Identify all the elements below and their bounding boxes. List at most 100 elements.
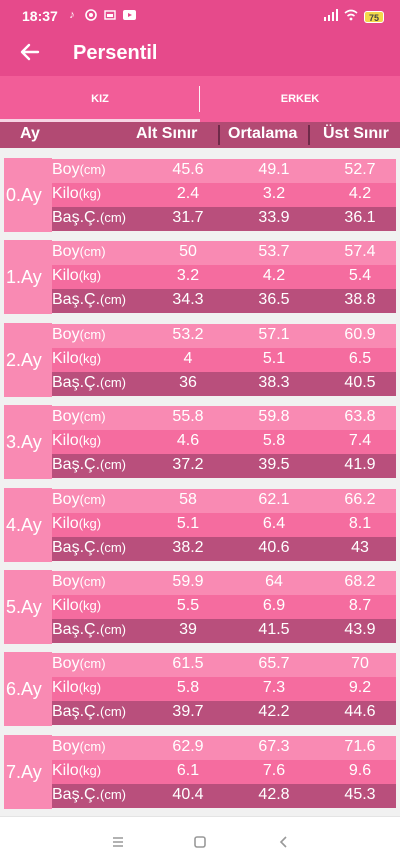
value-upper: 71.6	[344, 737, 376, 755]
value-upper: 44.6	[344, 703, 376, 721]
measure-unit: (cm)	[100, 374, 127, 390]
measure-name: Boy	[52, 737, 80, 755]
measure-row-head: Baş.Ç.(cm) 36 38.3 40.5	[52, 371, 396, 396]
header-separator	[218, 125, 220, 145]
status-right: 75	[323, 8, 384, 26]
measure-name: Kilo	[52, 267, 79, 285]
value-upper: 6.5	[348, 349, 372, 367]
home-icon[interactable]	[189, 831, 211, 853]
value-upper: 63.8	[344, 408, 376, 426]
measure-name: Kilo	[52, 514, 79, 532]
wifi-icon	[344, 8, 358, 26]
tab-female[interactable]: KIZ	[91, 93, 109, 105]
month-block: 6.Ay Boy(cm) 61.5 65.7 70 Kilo(kg) 5.8 7.3 9.2 Ba…	[4, 652, 396, 727]
header-upper: Üst Sınır	[323, 125, 389, 142]
measure-unit: (cm)	[100, 457, 127, 473]
value-average: 67.3	[258, 737, 290, 755]
measure-row-weight: Kilo(kg) 2.4 3.2 4.2	[52, 183, 396, 207]
month-cell: 1.Ay	[4, 240, 52, 315]
measure-row-height: Boy(cm) 50 53.7 57.4	[52, 241, 396, 266]
value-average: 6.4	[262, 514, 286, 532]
measure-unit: (cm)	[100, 622, 127, 637]
month-block: 3.Ay Boy(cm) 55.8 59.8 63.8 Kilo(kg) 4.6 5.8 7.4…	[4, 405, 396, 480]
value-lower: 2.4	[176, 185, 200, 202]
value-lower: 39.7	[172, 703, 204, 721]
value-upper: 45.3	[344, 785, 376, 803]
measure-label: Baş.Ç.(cm)	[52, 786, 126, 804]
measure-row-height: Boy(cm) 61.5 65.7 70	[52, 653, 396, 678]
back-arrow-icon[interactable]	[18, 40, 42, 64]
value-lower: 53.2	[172, 325, 204, 343]
measure-name: Baş.Ç.	[52, 373, 101, 391]
measure-name: Kilo	[52, 597, 79, 614]
measure-label: Kilo(kg)	[52, 515, 101, 533]
value-lower: 4.6	[176, 432, 200, 450]
value-lower: 4	[183, 349, 193, 367]
tab-male[interactable]: ERKEK	[280, 93, 320, 105]
measure-label: Boy(cm)	[52, 408, 106, 426]
month-block: 4.Ay Boy(cm) 58 62.1 66.2 Kilo(kg) 5.1 6.4 8.1 Ba…	[4, 487, 396, 562]
measure-label: Kilo(kg)	[52, 679, 101, 697]
month-label: 7.Ay	[6, 761, 42, 782]
month-label: 3.Ay	[6, 432, 42, 453]
month-cell: 2.Ay	[4, 322, 52, 397]
measure-row-height: Boy(cm) 59.9 64 68.2	[52, 571, 396, 595]
measure-label: Kilo(kg)	[52, 432, 101, 450]
value-upper: 41.9	[344, 456, 376, 474]
measure-row-head: Baş.Ç.(cm) 34.3 36.5 38.8	[52, 289, 396, 314]
measure-label: Kilo(kg)	[52, 597, 101, 615]
measure-label: Baş.Ç.(cm)	[52, 374, 126, 392]
measure-label: Baş.Ç.(cm)	[52, 539, 126, 557]
percentile-list[interactable]: 0.Ay Boy(cm) 45.6 49.1 52.7 Kilo(kg) 2.4 3.2 4.2…	[0, 148, 400, 816]
measure-row-height: Boy(cm) 55.8 59.8 63.8	[52, 406, 396, 431]
measure-row-weight: Kilo(kg) 3.2 4.2 5.4	[52, 265, 396, 290]
gallery-icon	[104, 9, 116, 21]
value-lower: 58	[179, 490, 197, 508]
value-upper: 66.2	[344, 490, 376, 508]
value-average: 7.3	[262, 679, 286, 697]
measure-label: Baş.Ç.(cm)	[52, 703, 126, 721]
header-month: Ay	[20, 125, 40, 142]
measure-label: Boy(cm)	[52, 491, 106, 509]
menu-icon[interactable]	[107, 831, 129, 853]
month-label: 4.Ay	[6, 514, 42, 535]
page-title: Persentil	[73, 42, 158, 64]
value-upper: 43	[351, 538, 369, 556]
measure-row-height: Boy(cm) 45.6 49.1 52.7	[52, 159, 396, 183]
measure-label: Kilo(kg)	[52, 762, 101, 780]
measure-row-head: Baş.Ç.(cm) 38.2 40.6 43	[52, 536, 396, 561]
measure-name: Baş.Ç.	[52, 538, 101, 556]
value-lower: 38.2	[172, 538, 204, 556]
measure-name: Kilo	[52, 185, 79, 202]
status-time: 18:37	[22, 8, 58, 24]
value-lower: 45.6	[172, 161, 204, 178]
month-block: 5.Ay Boy(cm) 59.9 64 68.2 Kilo(kg) 5.5 6.9 8.7 Ba…	[4, 570, 396, 644]
value-average: 41.5	[258, 621, 290, 638]
measure-name: Kilo	[52, 349, 79, 367]
measure-name: Baş.Ç.	[52, 703, 101, 721]
month-cell: 6.Ay	[4, 652, 52, 727]
measure-row-head: Baş.Ç.(cm) 39.7 42.2 44.6	[52, 701, 396, 726]
measure-unit: (kg)	[78, 515, 102, 531]
value-lower: 59.9	[172, 573, 204, 590]
value-lower: 50	[179, 243, 197, 261]
value-average: 42.2	[258, 703, 290, 721]
measure-unit: (kg)	[78, 186, 102, 201]
value-upper: 38.8	[344, 291, 376, 309]
measure-unit: (cm)	[100, 786, 127, 802]
measure-label: Boy(cm)	[52, 738, 106, 756]
back-icon[interactable]	[273, 831, 295, 853]
month-label: 0.Ay	[6, 185, 42, 205]
measure-row-height: Boy(cm) 62.9 67.3 71.6	[52, 735, 396, 760]
measure-unit: (kg)	[78, 598, 102, 613]
measure-name: Boy	[52, 655, 80, 673]
value-upper: 4.2	[348, 185, 372, 202]
value-lower: 3.2	[176, 267, 200, 285]
signal-icon	[323, 8, 338, 26]
value-upper: 43.9	[344, 621, 376, 638]
month-label: 2.Ay	[6, 349, 42, 370]
value-upper: 8.1	[348, 514, 372, 532]
value-upper: 70	[351, 655, 369, 673]
value-average: 3.2	[262, 185, 286, 202]
value-average: 53.7	[258, 243, 290, 261]
